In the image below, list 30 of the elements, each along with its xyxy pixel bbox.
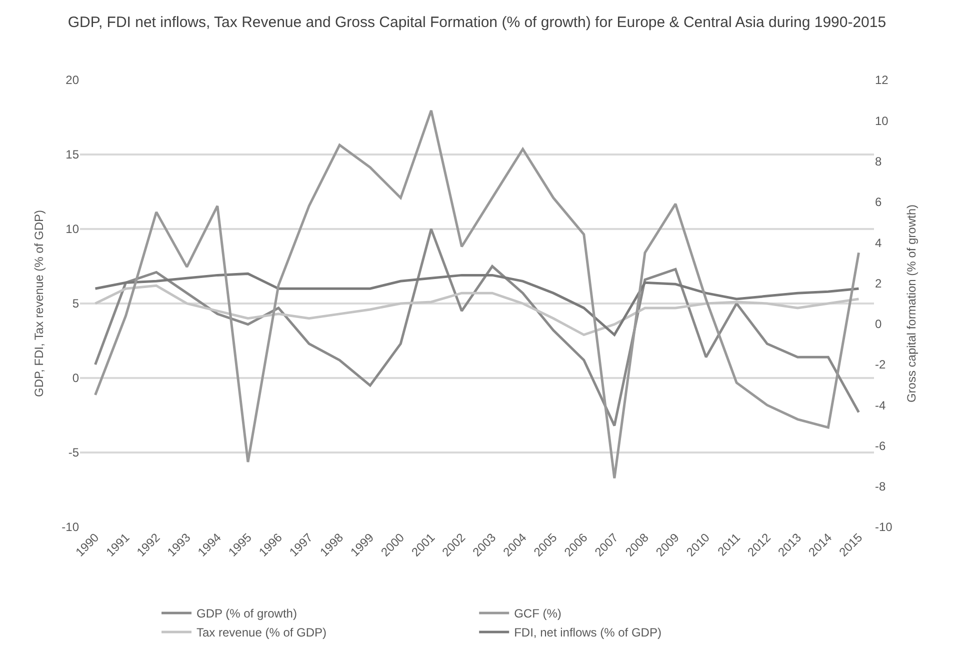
y2-axis-title: Gross capital formation (% of growth) xyxy=(904,204,919,403)
y-tick-label: -5 xyxy=(68,446,80,460)
legend-label: FDI, net inflows (% of GDP) xyxy=(514,626,662,640)
line-series xyxy=(94,109,860,480)
legend-label: GDP (% of growth) xyxy=(196,606,297,621)
y-tick-label: 15 xyxy=(66,148,80,162)
y2-tick-label: 4 xyxy=(875,236,882,250)
y2-tick-label: 6 xyxy=(875,195,882,210)
y-tick-label: -10 xyxy=(62,520,80,534)
y2-tick-label: -4 xyxy=(875,398,886,412)
y-tick-label: 5 xyxy=(72,296,80,311)
legend-label: GCF (%) xyxy=(514,606,562,621)
y2-tick-label: -2 xyxy=(875,358,886,372)
y-tick-label: 20 xyxy=(66,73,80,88)
y-tick-label: 10 xyxy=(66,222,80,236)
line-series xyxy=(94,284,860,336)
y2-tick-label: 2 xyxy=(875,276,882,290)
y2-tick-label: -8 xyxy=(875,480,886,494)
y2-tick-label: 0 xyxy=(875,317,882,332)
y-tick-label: 0 xyxy=(72,371,80,386)
chart-title: GDP, FDI net inflows, Tax Revenue and Gross Capital Formation (% of growth) for Europe & Central Asia during 1990-2015 xyxy=(68,14,886,31)
y2-tick-label: 10 xyxy=(875,114,889,128)
legend-label: Tax revenue (% of GDP) xyxy=(196,626,327,640)
y2-tick-label: -10 xyxy=(875,520,893,534)
y2-tick-label: 8 xyxy=(875,154,882,168)
line-series xyxy=(94,272,860,336)
line-series xyxy=(94,228,860,427)
y2-tick-label: -6 xyxy=(875,438,886,453)
y-axis-title: GDP, FDI, Tax revenue (% of GDP) xyxy=(32,210,46,397)
y2-tick-label: 12 xyxy=(875,73,889,88)
